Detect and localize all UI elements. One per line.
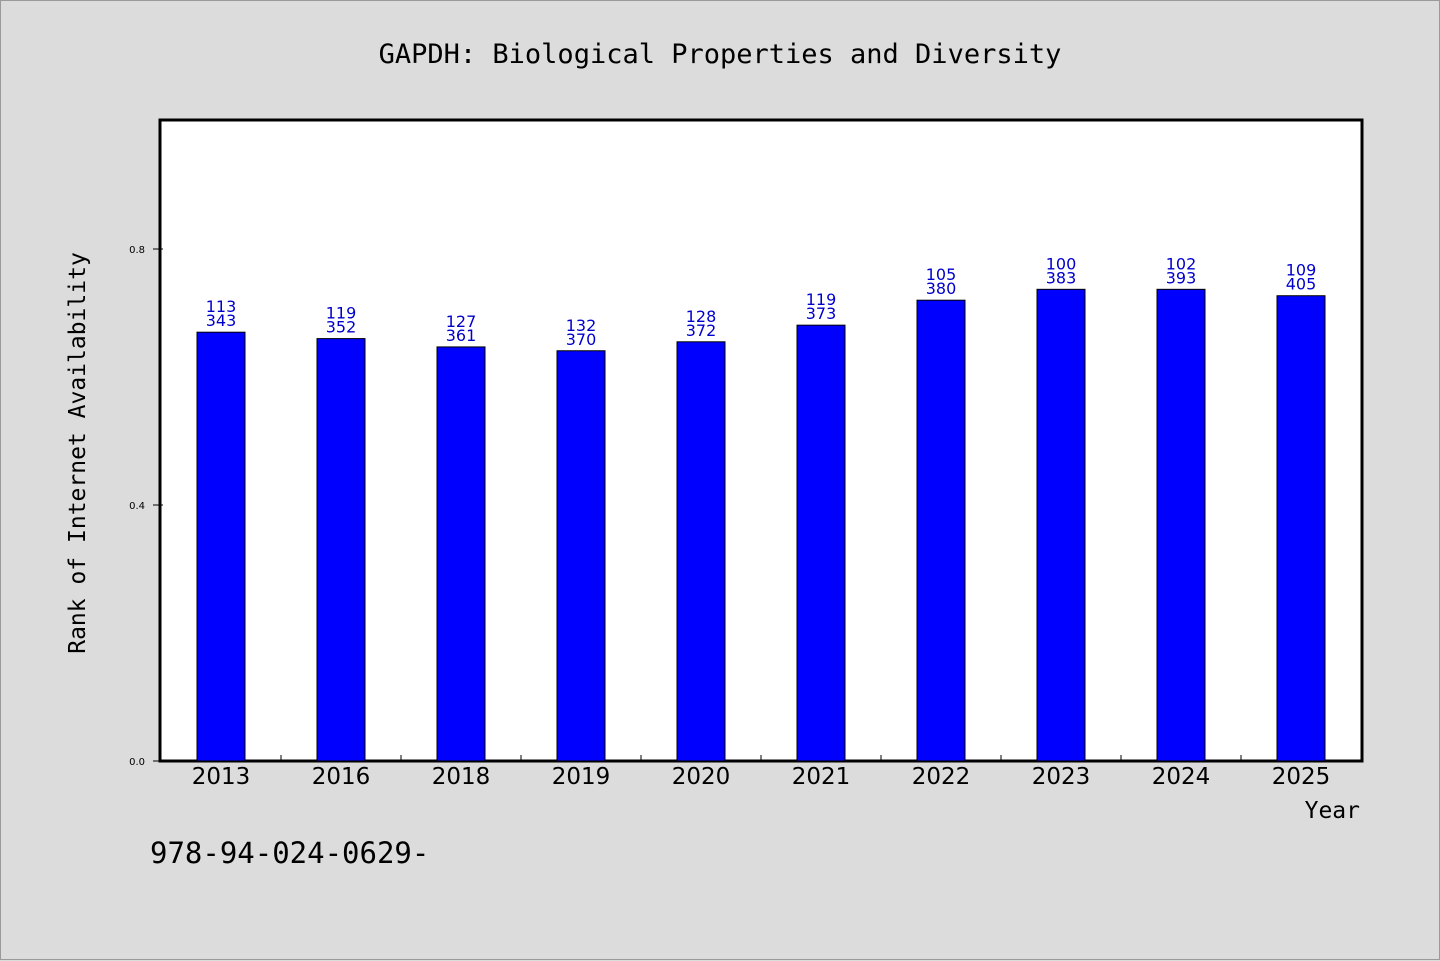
x-tick-label-2022: 2022 bbox=[912, 764, 971, 790]
bars-layer bbox=[196, 288, 1326, 762]
bar-label-top-2019: 132 bbox=[566, 316, 597, 335]
bar-label-bottom-2020: 372 bbox=[686, 321, 717, 340]
y-tick-label: 0.8 bbox=[129, 245, 145, 256]
x-tick-label-2024: 2024 bbox=[1152, 764, 1211, 790]
x-tick-label-2020: 2020 bbox=[672, 764, 731, 790]
x-tick-label-2018: 2018 bbox=[432, 764, 491, 790]
bar-label-top-2013: 113 bbox=[206, 297, 237, 316]
bar-label-bottom-2023: 383 bbox=[1046, 268, 1077, 287]
bar-label-top-2025: 109 bbox=[1286, 261, 1317, 280]
bar-label-top-2022: 105 bbox=[926, 265, 957, 284]
bar-2023 bbox=[1036, 288, 1086, 762]
x-tick-label-2013: 2013 bbox=[192, 764, 251, 790]
x-tick-label-2023: 2023 bbox=[1032, 764, 1091, 790]
x-tick-label-2021: 2021 bbox=[792, 764, 851, 790]
bar-label-bottom-2018: 361 bbox=[446, 326, 477, 345]
bar-2013 bbox=[196, 331, 246, 762]
bar-2016 bbox=[316, 338, 366, 762]
x-tick-label-2016: 2016 bbox=[312, 764, 371, 790]
footer-isbn-text: 978-94-024-0629- bbox=[150, 836, 429, 870]
bar-label-bottom-2025: 405 bbox=[1286, 275, 1317, 294]
bar-label-bottom-2016: 352 bbox=[326, 318, 357, 337]
x-axis-label: Year bbox=[1305, 798, 1360, 824]
chart-title: GAPDH: Biological Properties and Diversi… bbox=[379, 39, 1062, 70]
bar-label-bottom-2013: 343 bbox=[206, 311, 237, 330]
bar-label-bottom-2021: 373 bbox=[806, 304, 837, 323]
bar-label-top-2016: 119 bbox=[326, 304, 357, 323]
bar-label-top-2023: 100 bbox=[1046, 254, 1077, 273]
y-tick-label: 0.4 bbox=[129, 501, 145, 512]
x-axis-ticks: 2013 2016 2018 2019 2020 2021 2022 2023 2024 2025 bbox=[192, 755, 1331, 790]
bar-label-top-2020: 128 bbox=[686, 307, 717, 326]
bar-2024 bbox=[1156, 288, 1206, 762]
bar-2021 bbox=[796, 324, 846, 762]
bar-2018 bbox=[436, 346, 486, 762]
x-tick-label-2019: 2019 bbox=[552, 764, 611, 790]
bar-label-top-2018: 127 bbox=[446, 312, 477, 331]
bar-label-bottom-2022: 380 bbox=[926, 279, 957, 298]
bar-2022 bbox=[916, 299, 966, 762]
x-tick-label-2025: 2025 bbox=[1272, 764, 1331, 790]
bar-label-top-2024: 102 bbox=[1166, 254, 1197, 273]
bar-2020 bbox=[676, 341, 726, 762]
y-axis-label: Rank of Internet Availability bbox=[65, 252, 91, 654]
y-axis-ticks: 0.0 0.4 0.8 bbox=[129, 245, 163, 768]
y-tick-label: 0.0 bbox=[129, 757, 145, 768]
bar-label-bottom-2024: 393 bbox=[1166, 268, 1197, 287]
bar-2019 bbox=[556, 350, 606, 762]
bar-2025 bbox=[1276, 295, 1326, 762]
bar-label-top-2021: 119 bbox=[806, 290, 837, 309]
bar-label-bottom-2019: 370 bbox=[566, 330, 597, 349]
